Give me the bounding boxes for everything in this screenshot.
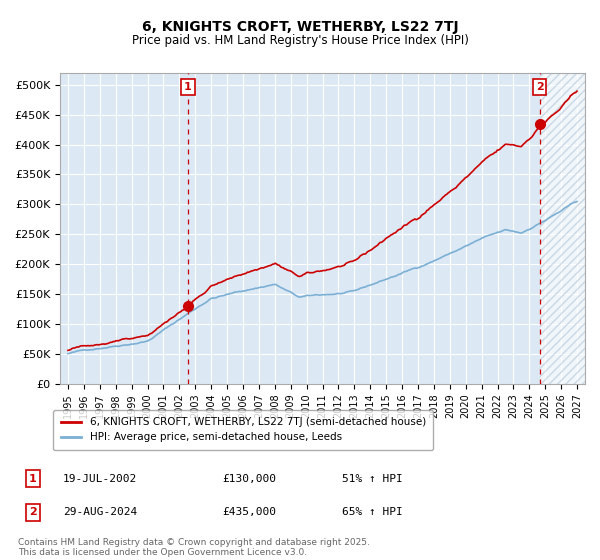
Text: £130,000: £130,000 — [222, 474, 276, 484]
Text: Contains HM Land Registry data © Crown copyright and database right 2025.
This d: Contains HM Land Registry data © Crown c… — [18, 538, 370, 557]
Text: 1: 1 — [29, 474, 37, 484]
Text: 2: 2 — [536, 82, 544, 92]
Legend: 6, KNIGHTS CROFT, WETHERBY, LS22 7TJ (semi-detached house), HPI: Average price, : 6, KNIGHTS CROFT, WETHERBY, LS22 7TJ (se… — [53, 410, 433, 450]
Text: 29-AUG-2024: 29-AUG-2024 — [63, 507, 137, 517]
Text: 19-JUL-2002: 19-JUL-2002 — [63, 474, 137, 484]
Text: Price paid vs. HM Land Registry's House Price Index (HPI): Price paid vs. HM Land Registry's House … — [131, 34, 469, 46]
Text: 65% ↑ HPI: 65% ↑ HPI — [342, 507, 403, 517]
Bar — [540, 73, 585, 384]
Text: 2: 2 — [29, 507, 37, 517]
Text: 1: 1 — [184, 82, 192, 92]
Text: £435,000: £435,000 — [222, 507, 276, 517]
Text: 51% ↑ HPI: 51% ↑ HPI — [342, 474, 403, 484]
Text: 6, KNIGHTS CROFT, WETHERBY, LS22 7TJ: 6, KNIGHTS CROFT, WETHERBY, LS22 7TJ — [142, 20, 458, 34]
